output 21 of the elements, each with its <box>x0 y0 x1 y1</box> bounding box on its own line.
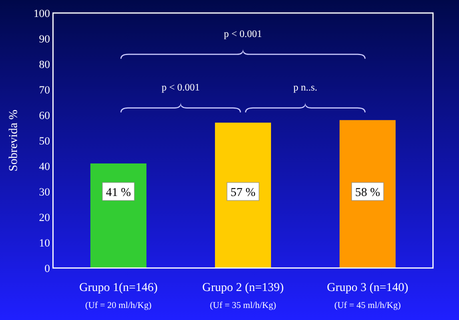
y-tick-label: 90 <box>39 34 50 46</box>
y-tick-label: 10 <box>39 238 50 250</box>
data-label: 58 % <box>355 185 380 199</box>
y-tick-label: 100 <box>34 8 50 20</box>
y-tick-label: 70 <box>39 84 50 96</box>
x-tick-label: Grupo 2 (n=139) (Uf = 35 ml/h/Kg) <box>202 280 284 310</box>
y-tick-label: 30 <box>39 186 50 198</box>
x-tick-label: Grupo 1(n=146) (Uf = 20 ml/h/Kg) <box>79 280 158 310</box>
annotation: p n..s. <box>293 82 318 94</box>
y-tick-label: 80 <box>39 59 50 71</box>
y-tick-label: 40 <box>39 161 50 173</box>
y-tick-label: 50 <box>39 136 50 148</box>
data-label: 41 % <box>106 185 131 199</box>
data-label: 57 % <box>230 185 256 199</box>
x-tick-label: Grupo 3 (n=140) (Uf = 45 ml/h/Kg) <box>326 280 408 310</box>
annotation: p < 0.001 <box>224 28 262 40</box>
y-tick-label: 20 <box>39 212 50 224</box>
y-tick-label: 0 <box>44 263 50 275</box>
y-axis-title: Sobrevida % <box>6 110 20 172</box>
y-tick-label: 60 <box>39 110 50 122</box>
annotation: p < 0.001 <box>162 82 200 94</box>
